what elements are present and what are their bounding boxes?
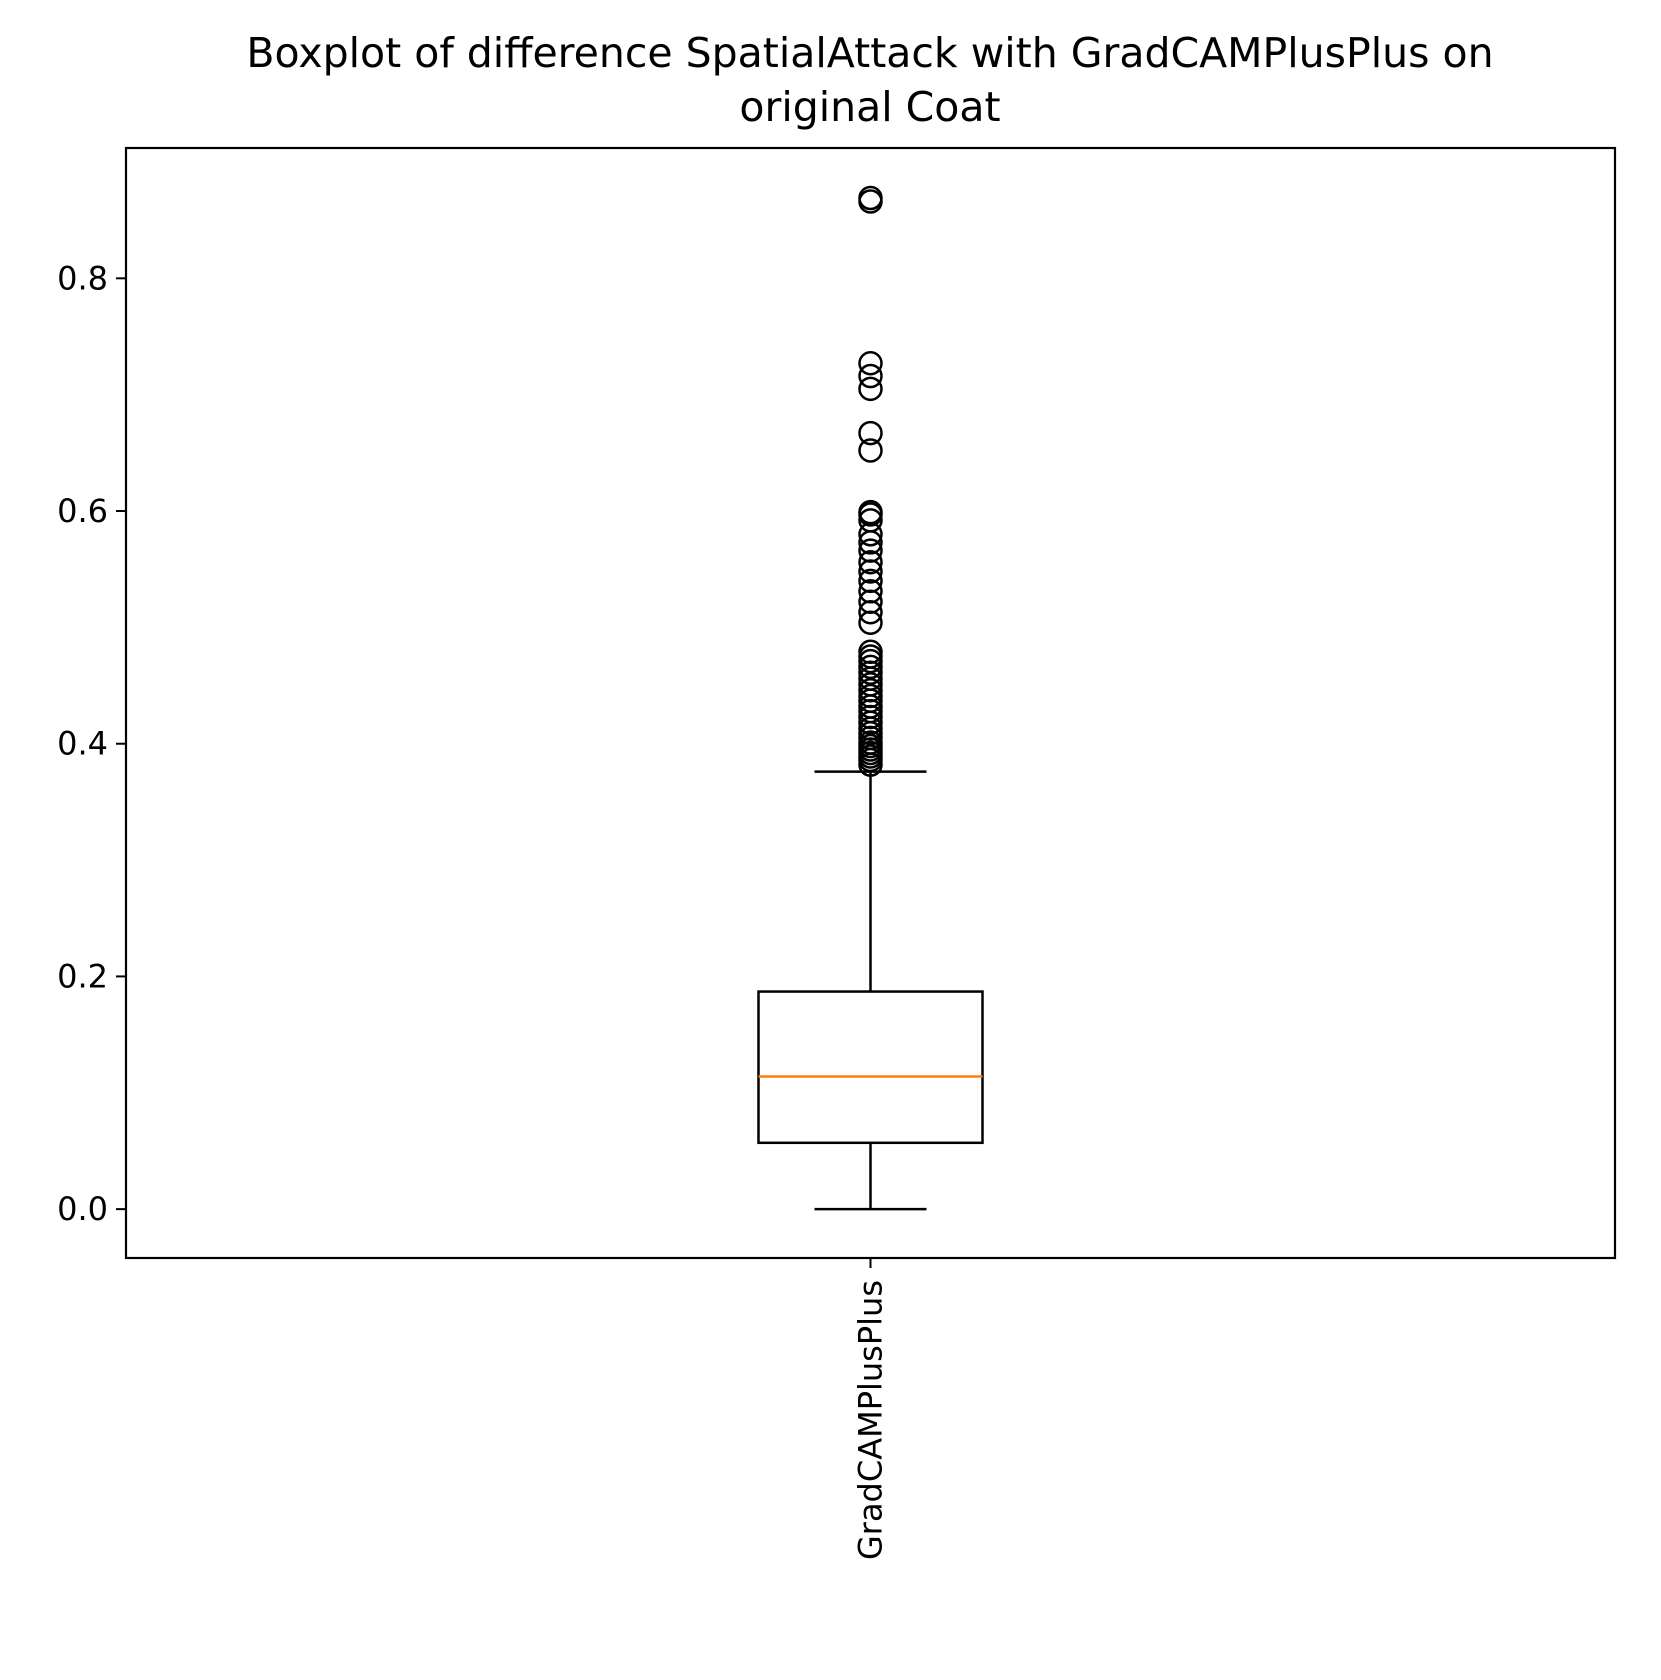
outlier-point bbox=[858, 351, 883, 376]
x-axis: GradCAMPlusPlus bbox=[852, 1258, 890, 1560]
axes-frame bbox=[124, 146, 1617, 1260]
chart-title-line-2: original Coat bbox=[739, 83, 1000, 131]
outlier-point bbox=[858, 363, 883, 389]
outlier-point bbox=[858, 549, 883, 575]
box-group bbox=[757, 185, 984, 1211]
outlier-point bbox=[858, 438, 883, 463]
outlier-point bbox=[858, 499, 883, 525]
outlier-point bbox=[858, 654, 883, 680]
chart-title: Boxplot of difference SpatialAttack with… bbox=[246, 29, 1493, 131]
outlier-point bbox=[858, 538, 883, 563]
y-tick-label: 0.0 bbox=[57, 1190, 108, 1228]
plot-area bbox=[757, 185, 984, 1211]
outlier-point bbox=[858, 420, 883, 446]
outlier-point bbox=[858, 677, 883, 703]
outlier-point bbox=[858, 672, 883, 697]
outlier-point bbox=[858, 639, 883, 665]
y-tick-label: 0.2 bbox=[57, 957, 108, 995]
outlier-point bbox=[858, 376, 883, 402]
y-tick-label: 0.6 bbox=[57, 492, 108, 530]
outlier-point bbox=[858, 185, 883, 211]
outlier-point bbox=[858, 683, 883, 709]
y-axis: 0.0 0.2 0.4 0.6 0.8 bbox=[57, 259, 126, 1228]
outlier-point bbox=[858, 579, 883, 604]
y-tick-label: 0.4 bbox=[57, 725, 108, 763]
chart-title-line-1: Boxplot of difference SpatialAttack with… bbox=[246, 29, 1493, 77]
outlier-point bbox=[858, 508, 883, 533]
outlier-point bbox=[858, 568, 883, 594]
y-tick-label: 0.8 bbox=[57, 259, 108, 297]
x-tick-label: GradCAMPlusPlus bbox=[852, 1280, 890, 1560]
interquartile-box bbox=[757, 990, 984, 1145]
